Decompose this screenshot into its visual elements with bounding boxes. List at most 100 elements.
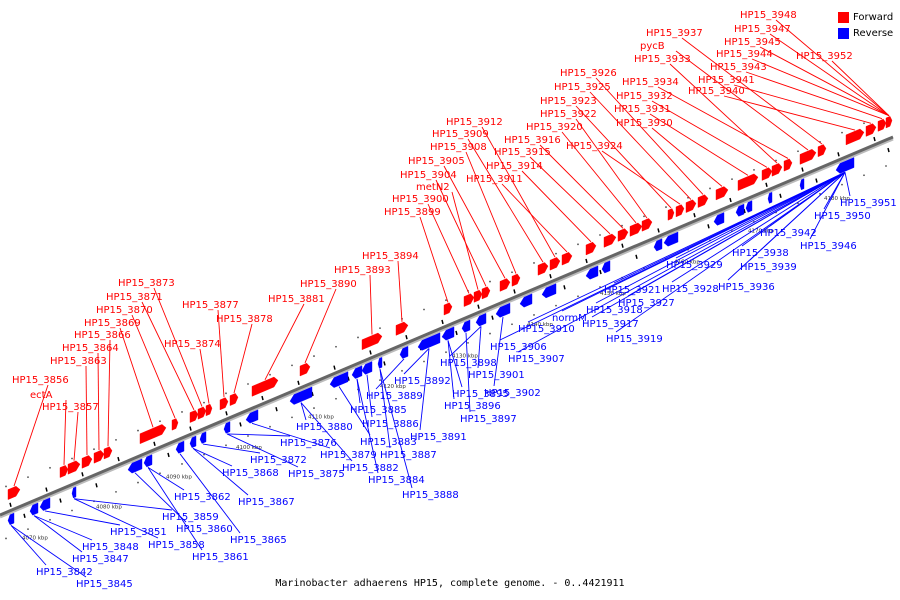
guide-dot: [731, 178, 733, 181]
guide-dot: [467, 341, 469, 344]
guide-dot: [841, 183, 843, 186]
guide-dot: [181, 463, 183, 465]
guide-dot: [511, 271, 513, 274]
forward-gene: [885, 116, 893, 129]
strand-marker: [513, 289, 516, 294]
guide-dot: [643, 215, 645, 218]
guide-dot: [489, 332, 491, 335]
strand-marker: [275, 406, 278, 412]
reverse-leader-line: [403, 348, 430, 375]
reverse-leader-line: [202, 443, 261, 454]
reverse-gene-label: normM: [552, 313, 587, 324]
forward-gene-label: pycB: [640, 41, 665, 52]
reverse-leader-line: [419, 348, 430, 431]
reverse-gene-label: HP15_3928: [662, 284, 719, 295]
forward-gene-label: HP15_3871: [106, 292, 163, 303]
forward-leader-line: [775, 19, 890, 117]
reverse-gene-label: HP15_3848: [82, 542, 139, 553]
reverse-gene: [329, 371, 349, 388]
reverse-gene: [767, 191, 773, 204]
strand-marker: [239, 422, 242, 427]
reverse-gene-label: HP15_3884: [368, 475, 425, 486]
forward-leader-line: [769, 33, 890, 117]
forward-gene-label: HP15_3873: [118, 278, 175, 289]
genome-axis: [0, 135, 894, 517]
reverse-gene-label: HP15_3950: [814, 211, 871, 222]
forward-gene: [205, 403, 213, 417]
guide-dot: [577, 295, 579, 298]
forward-gene: [7, 485, 21, 500]
strand-marker: [167, 452, 170, 458]
reverse-gene: [461, 319, 471, 333]
guide-dot: [357, 336, 359, 339]
reverse-leader-line: [33, 515, 83, 553]
reverse-gene-label: HP15_3946: [800, 241, 857, 252]
strand-marker: [707, 224, 710, 229]
forward-gene: [361, 332, 383, 351]
forward-gene-label: HP15_3926: [560, 68, 617, 79]
strand-marker: [563, 285, 566, 290]
guide-dot: [555, 304, 557, 307]
reverse-gene: [541, 283, 557, 299]
reverse-gene-label: HP15_3847: [72, 554, 129, 565]
reverse-gene: [519, 293, 533, 308]
guide-dot: [379, 379, 381, 382]
forward-gene: [641, 218, 653, 232]
reverse-gene: [835, 157, 855, 174]
forward-leader-line: [153, 287, 203, 407]
guide-dot: [511, 323, 513, 326]
reverse-leader-line: [44, 510, 121, 526]
forward-leader-line: [651, 127, 723, 187]
guide-dot: [5, 485, 7, 488]
strand-marker: [621, 243, 624, 248]
guide-dot: [247, 435, 249, 437]
forward-leader-line: [107, 339, 111, 447]
forward-gene: [537, 262, 549, 276]
reverse-leader-line: [147, 466, 185, 491]
guide-dot: [137, 481, 139, 484]
reverse-gene-label: HP15_3868: [222, 468, 279, 479]
forward-gene: [463, 293, 475, 307]
strand-marker: [261, 395, 264, 401]
reverse-leader-line: [10, 524, 87, 578]
reverse-leader-line: [33, 515, 93, 541]
forward-gene-label: HP15_3933: [634, 54, 691, 65]
guide-dot: [225, 444, 227, 447]
reverse-gene-label: HP15_3919: [606, 334, 663, 345]
forward-gene: [103, 446, 113, 460]
reverse-gene-label: HP15_3891: [410, 432, 467, 443]
strand-marker: [225, 411, 228, 416]
forward-gene-label: HP15_3890: [300, 279, 357, 290]
reverse-leader-line: [749, 171, 846, 261]
guide-dot: [137, 429, 139, 432]
forward-gene-label: HP15_3857: [42, 402, 99, 413]
reverse-gene-label: HP15_3906: [490, 342, 547, 353]
reverse-leader-line: [366, 374, 373, 418]
guide-dot: [269, 425, 271, 428]
axis-tick-label: 4140 kbp: [527, 322, 553, 328]
axis-tick-label: 4080 kbp: [96, 504, 122, 510]
guide-dot: [621, 224, 623, 227]
reverse-leader-line: [73, 498, 159, 539]
forward-leader-line: [467, 138, 544, 263]
reverse-gene-label: HP15_3887: [380, 450, 437, 461]
reverse-gene-label: HP15_3951: [840, 198, 897, 209]
strand-marker: [59, 498, 62, 503]
guide-dot: [181, 411, 183, 413]
reverse-leader-line: [823, 172, 846, 210]
forward-leader-line: [369, 274, 373, 335]
forward-leader-line: [73, 411, 79, 461]
guide-dot: [269, 373, 271, 376]
forward-gene-label: HP15_3943: [710, 62, 767, 73]
reverse-gene: [245, 409, 259, 424]
reverse-gene: [495, 302, 511, 318]
forward-gene-label: HP15_3930: [616, 118, 673, 129]
reverse-gene: [223, 421, 231, 434]
forward-gene-label: HP15_3864: [62, 343, 119, 354]
reverse-gene-label: HP15_3921: [604, 285, 661, 296]
reverse-gene: [71, 486, 77, 499]
forward-leader-line: [443, 165, 506, 279]
reverse-gene-label: HP15_3876: [280, 438, 337, 449]
reverse-gene: [475, 312, 487, 327]
reverse-gene-label: HP15_3896: [444, 401, 501, 412]
